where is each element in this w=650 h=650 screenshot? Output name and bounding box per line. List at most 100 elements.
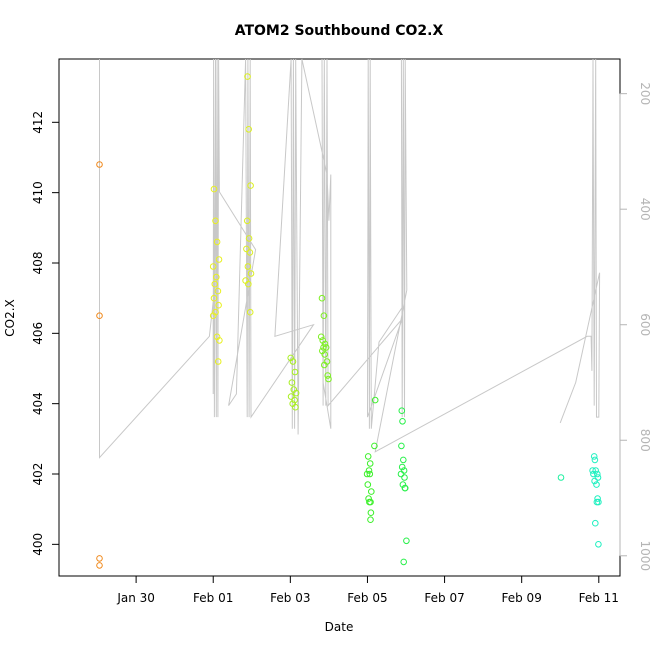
data-point [245,126,252,133]
data-point [591,477,598,485]
secondary-series [99,58,601,459]
data-point [371,396,379,404]
data-point [210,185,218,193]
x-axis-label: Date [325,620,354,634]
data-point [213,273,220,281]
data-point [209,263,217,270]
data-point [368,488,375,495]
data-point [215,301,222,309]
y-tick-label: 408 [31,252,45,275]
data-point [590,453,598,460]
data-point [211,280,219,288]
data-point [366,460,374,467]
data-point [320,312,328,320]
data-point [589,467,596,474]
data-point [365,495,372,502]
secondary-y-tick-label: 600 [638,313,650,336]
secondary-y-tick-label: 400 [638,198,650,221]
y-tick-label: 406 [31,322,45,345]
data-point [371,442,378,450]
data-point [321,340,329,348]
secondary-y-tick-label: 1000 [638,541,650,572]
x-tick-label: Feb 05 [347,591,387,605]
data-point [96,562,103,569]
data-point [557,474,565,481]
data-point [213,238,221,246]
data-point [245,235,253,242]
data-point [292,403,299,411]
data-point [247,270,255,277]
data-point [322,344,330,351]
data-point [244,73,251,80]
data-point [593,498,601,506]
data-point [291,368,299,376]
x-axis: Jan 30 Feb 01 Feb 03 Feb 05 Feb 07 Feb 09 Feb … [116,575,619,605]
data-point [400,456,407,464]
data-point [401,474,408,481]
data-point [595,541,602,548]
x-tick-label: Feb 09 [502,591,542,605]
data-point [210,294,218,302]
secondary-y-tick-label: 800 [638,429,650,452]
data-point [591,456,599,464]
x-tick-label: Jan 30 [116,591,155,605]
x-tick-label: Feb 07 [424,591,464,605]
data-point [289,358,297,365]
data-point [244,263,252,270]
data-point [593,481,600,488]
data-point [364,481,372,488]
data-point [318,294,326,302]
data-point [321,351,329,358]
data-point [594,470,601,478]
data-point [246,249,254,256]
data-point [363,470,371,478]
y-tick-label: 402 [31,463,45,486]
data-point [367,516,374,524]
data-point [243,245,250,253]
data-point [320,344,327,351]
data-point [594,474,602,481]
data-point [209,312,217,320]
data-point [401,484,409,492]
secondary-y-axis: 200 400 600 800 1000 [619,82,650,572]
data-point [400,558,408,566]
secondary-series-line [99,58,601,459]
data-point [397,470,405,478]
data-point [216,337,223,344]
data-point [243,217,251,225]
y-tick-label: 410 [31,181,45,204]
data-points [96,73,602,569]
plot-frame [58,58,621,577]
data-point [321,361,328,369]
x-tick-label: Feb 03 [270,591,310,605]
data-point [212,217,219,225]
data-point [398,463,406,471]
data-point [287,393,295,400]
data-point [367,509,375,517]
data-point [324,372,332,379]
data-point [594,495,601,502]
data-point [96,161,103,168]
data-point [398,442,405,450]
data-point [592,519,599,527]
y-axis: 400 402 404 406 408 410 412 [31,111,60,556]
data-point [398,407,406,415]
data-point [96,555,103,562]
data-point [214,358,222,365]
data-point [214,287,222,295]
y-axis-label: CO2.X [3,299,17,337]
data-point [288,379,296,386]
data-point [364,453,372,460]
secondary-y-tick-label: 200 [638,82,650,105]
data-point [403,537,410,545]
data-point [366,470,374,478]
data-point [246,308,254,316]
data-point [366,498,373,506]
data-point [325,375,332,383]
x-tick-label: Feb 11 [579,591,619,605]
chart-title: ATOM2 Southbound CO2.X [235,23,444,39]
data-point [399,418,406,425]
data-point [245,280,252,288]
data-point [365,467,373,474]
